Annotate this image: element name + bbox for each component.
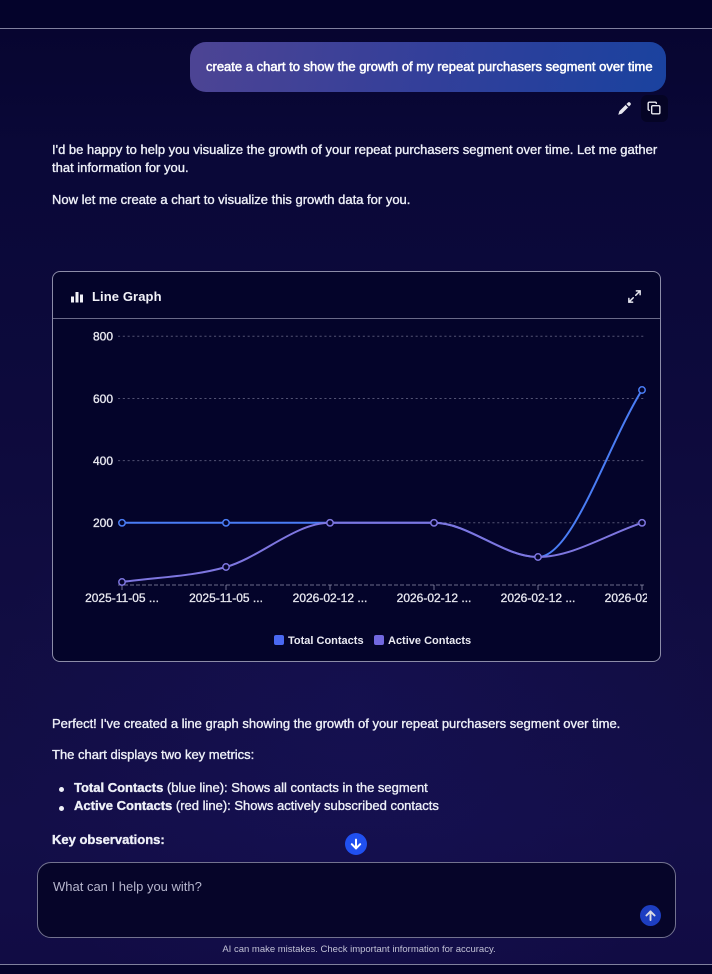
svg-text:2025-11-05 ...: 2025-11-05 ...: [189, 591, 263, 605]
svg-text:2026-02-12 ...: 2026-02-12 ...: [605, 591, 647, 605]
svg-text:2026-02-12 ...: 2026-02-12 ...: [501, 591, 576, 605]
svg-text:800: 800: [93, 330, 113, 344]
svg-text:2026-02-12 ...: 2026-02-12 ...: [293, 591, 368, 605]
svg-text:2026-02-12 ...: 2026-02-12 ...: [397, 591, 472, 605]
svg-text:400: 400: [93, 454, 113, 468]
svg-text:Active Contacts: Active Contacts: [388, 635, 471, 647]
svg-text:2025-11-05 ...: 2025-11-05 ...: [85, 591, 159, 605]
svg-text:200: 200: [93, 516, 113, 530]
svg-text:Total Contacts: Total Contacts: [288, 635, 364, 647]
svg-text:600: 600: [93, 392, 113, 406]
